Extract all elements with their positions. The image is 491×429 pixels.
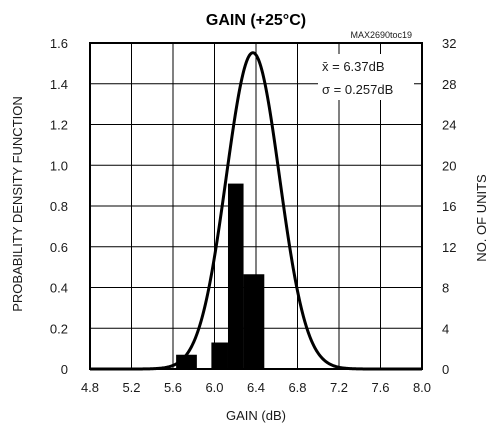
- chart-title: GAIN (+25°C): [206, 12, 306, 29]
- y-right-tick-label: 8: [442, 281, 449, 296]
- figure-id-note: MAX2690toc19: [350, 30, 412, 40]
- y-left-tick-labels: 0 0.2 0.4 0.6 0.8 1.0 1.2 1.4 1.6: [50, 36, 68, 377]
- y-right-tick-label: 4: [442, 321, 449, 336]
- y-left-tick-label: 0.8: [50, 199, 68, 214]
- y-left-tick-label: 0: [61, 362, 68, 377]
- y-left-tick-label: 0.6: [50, 240, 68, 255]
- y-right-tick-label: 28: [442, 77, 456, 92]
- y-left-tick-label: 1.0: [50, 158, 68, 173]
- y-right-axis-label: NO. OF UNITS: [474, 174, 489, 262]
- sigma-label: σ = 0.257dB: [322, 82, 393, 97]
- y-left-tick-label: 1.4: [50, 77, 68, 92]
- y-left-tick-label: 0.2: [50, 321, 68, 336]
- y-right-tick-label: 16: [442, 199, 456, 214]
- x-axis-label: GAIN (dB): [226, 408, 286, 423]
- x-tick-label: 7.2: [330, 380, 348, 395]
- x-tick-label: 8.0: [413, 380, 431, 395]
- mean-label: x̄ = 6.37dB: [322, 59, 385, 74]
- x-tick-label: 6.4: [247, 380, 265, 395]
- x-tick-label: 5.2: [122, 380, 140, 395]
- x-tick-label: 4.8: [81, 380, 99, 395]
- y-right-tick-label: 0: [442, 362, 449, 377]
- y-left-axis-label: PROBABILITY DENSITY FUNCTION: [10, 96, 25, 312]
- x-tick-label: 6.8: [288, 380, 306, 395]
- histogram-bar: [211, 343, 228, 369]
- histogram-bar: [244, 274, 265, 369]
- y-right-tick-label: 12: [442, 240, 456, 255]
- y-left-tick-label: 1.6: [50, 36, 68, 51]
- y-right-tick-label: 32: [442, 36, 456, 51]
- x-tick-label: 7.6: [371, 380, 389, 395]
- x-tick-label: 5.6: [164, 380, 182, 395]
- y-right-tick-label: 20: [442, 158, 456, 173]
- y-left-tick-label: 0.4: [50, 281, 68, 296]
- x-tick-labels: 4.8 5.2 5.6 6.0 6.4 6.8 7.2 7.6 8.0: [81, 380, 431, 395]
- y-left-tick-label: 1.2: [50, 118, 68, 133]
- y-right-tick-label: 24: [442, 118, 456, 133]
- x-tick-label: 6.0: [205, 380, 223, 395]
- y-right-tick-labels: 0 4 8 12 16 20 24 28 32: [442, 36, 456, 377]
- histogram-bar: [228, 184, 244, 369]
